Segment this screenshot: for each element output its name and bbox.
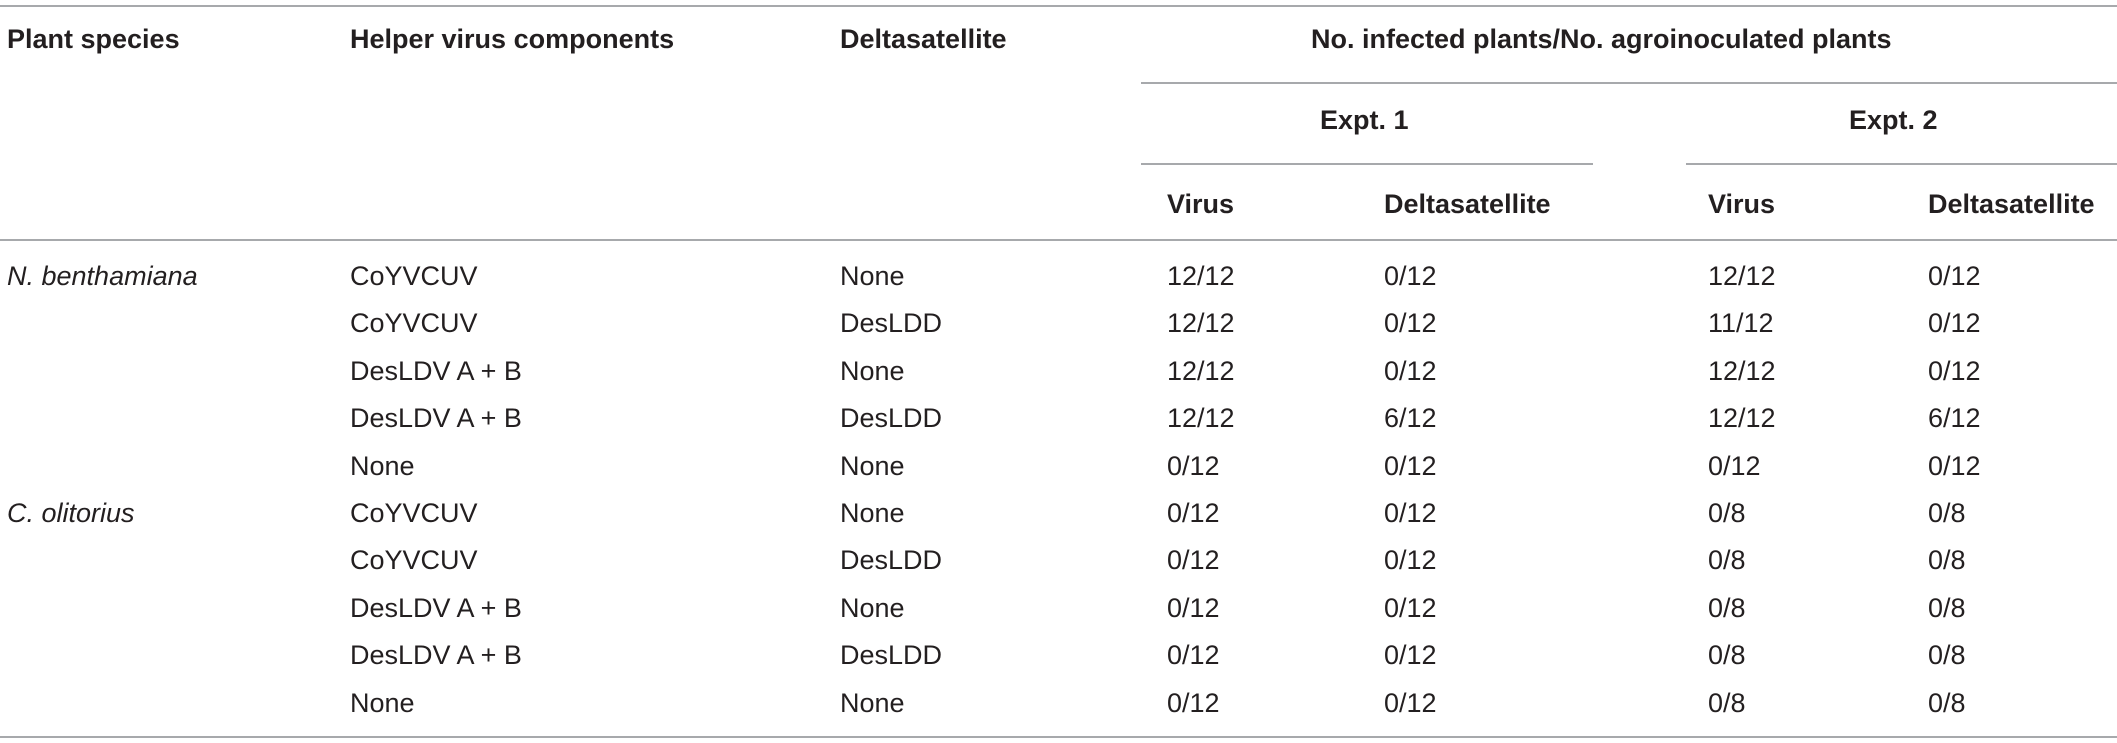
cell-expt1-virus: 0/12 bbox=[1167, 451, 1220, 481]
cell-expt1-virus: 0/12 bbox=[1167, 688, 1220, 718]
cell-expt2-deltasatellite: 0/12 bbox=[1928, 261, 1981, 291]
table-top-rule bbox=[0, 5, 2117, 7]
cell-expt1-virus: 12/12 bbox=[1167, 356, 1235, 386]
cell-expt1-virus: 12/12 bbox=[1167, 308, 1235, 338]
cell-deltasatellite: DesLDD bbox=[840, 308, 943, 338]
header-bottom-rule bbox=[0, 239, 2117, 241]
cell-expt1-deltasatellite: 0/12 bbox=[1384, 261, 1437, 291]
header-expt2-virus: Virus bbox=[1708, 189, 1776, 219]
cell-expt2-virus: 0/8 bbox=[1708, 498, 1746, 528]
cell-deltasatellite: None bbox=[840, 261, 905, 291]
cell-expt2-virus: 0/8 bbox=[1708, 545, 1746, 575]
cell-helper-virus: CoYVCUV bbox=[350, 498, 478, 528]
cell-deltasatellite: None bbox=[840, 356, 905, 386]
header-helper-virus: Helper virus components bbox=[350, 24, 675, 54]
cell-expt1-deltasatellite: 0/12 bbox=[1384, 545, 1437, 575]
cell-expt1-deltasatellite: 0/12 bbox=[1384, 498, 1437, 528]
table-bottom-rule bbox=[0, 736, 2117, 738]
cell-expt2-virus: 0/8 bbox=[1708, 640, 1746, 670]
cell-expt1-virus: 0/12 bbox=[1167, 498, 1220, 528]
cell-deltasatellite: None bbox=[840, 451, 905, 481]
cell-expt2-deltasatellite: 0/8 bbox=[1928, 545, 1966, 575]
cell-expt2-deltasatellite: 0/8 bbox=[1928, 688, 1966, 718]
cell-expt2-virus: 0/12 bbox=[1708, 451, 1761, 481]
cell-expt2-deltasatellite: 6/12 bbox=[1928, 403, 1981, 433]
cell-helper-virus: CoYVCUV bbox=[350, 308, 478, 338]
expt1-span-rule bbox=[1141, 163, 1593, 165]
cell-helper-virus: DesLDV A + B bbox=[350, 640, 522, 670]
header-expt1-deltasatellite: Deltasatellite bbox=[1384, 189, 1551, 219]
cell-deltasatellite: None bbox=[840, 498, 905, 528]
header-deltasatellite: Deltasatellite bbox=[840, 24, 1007, 54]
cell-expt2-virus: 12/12 bbox=[1708, 356, 1776, 386]
header-group-title: No. infected plants/No. agroinoculated p… bbox=[1311, 24, 1892, 54]
cell-helper-virus: None bbox=[350, 451, 415, 481]
cell-deltasatellite: DesLDD bbox=[840, 403, 943, 433]
cell-expt1-deltasatellite: 0/12 bbox=[1384, 451, 1437, 481]
cell-expt1-virus: 0/12 bbox=[1167, 640, 1220, 670]
cell-expt2-deltasatellite: 0/12 bbox=[1928, 356, 1981, 386]
cell-helper-virus: CoYVCUV bbox=[350, 545, 478, 575]
cell-expt1-virus: 12/12 bbox=[1167, 261, 1235, 291]
cell-expt1-deltasatellite: 0/12 bbox=[1384, 308, 1437, 338]
header-expt1-virus: Virus bbox=[1167, 189, 1235, 219]
cell-expt1-deltasatellite: 0/12 bbox=[1384, 688, 1437, 718]
cell-expt2-deltasatellite: 0/8 bbox=[1928, 640, 1966, 670]
cell-deltasatellite: None bbox=[840, 688, 905, 718]
cell-expt1-virus: 0/12 bbox=[1167, 545, 1220, 575]
header-expt2-deltasatellite: Deltasatellite bbox=[1928, 189, 2095, 219]
cell-expt2-virus: 12/12 bbox=[1708, 261, 1776, 291]
cell-helper-virus: CoYVCUV bbox=[350, 261, 478, 291]
cell-expt2-deltasatellite: 0/8 bbox=[1928, 498, 1966, 528]
cell-helper-virus: DesLDV A + B bbox=[350, 356, 522, 386]
header-plant-species: Plant species bbox=[7, 24, 180, 54]
cell-helper-virus: DesLDV A + B bbox=[350, 403, 522, 433]
cell-expt2-virus: 11/12 bbox=[1708, 308, 1774, 338]
cell-expt1-deltasatellite: 0/12 bbox=[1384, 640, 1437, 670]
cell-expt2-virus: 0/8 bbox=[1708, 593, 1746, 623]
cell-expt2-virus: 12/12 bbox=[1708, 403, 1776, 433]
header-expt1: Expt. 1 bbox=[1320, 105, 1409, 135]
cell-deltasatellite: DesLDD bbox=[840, 545, 943, 575]
cell-plant-species: C. olitorius bbox=[7, 498, 135, 528]
cell-plant-species: N. benthamiana bbox=[7, 261, 198, 291]
cell-expt2-virus: 0/8 bbox=[1708, 688, 1746, 718]
cell-helper-virus: DesLDV A + B bbox=[350, 593, 522, 623]
cell-expt2-deltasatellite: 0/12 bbox=[1928, 308, 1981, 338]
expt2-span-rule bbox=[1686, 163, 2117, 165]
cell-expt2-deltasatellite: 0/12 bbox=[1928, 451, 1981, 481]
cell-helper-virus: None bbox=[350, 688, 415, 718]
group-span-rule bbox=[1141, 82, 2117, 84]
cell-expt1-virus: 0/12 bbox=[1167, 593, 1220, 623]
cell-expt1-deltasatellite: 0/12 bbox=[1384, 593, 1437, 623]
header-expt2: Expt. 2 bbox=[1849, 105, 1938, 135]
cell-deltasatellite: None bbox=[840, 593, 905, 623]
cell-expt1-virus: 12/12 bbox=[1167, 403, 1235, 433]
cell-expt2-deltasatellite: 0/8 bbox=[1928, 593, 1966, 623]
cell-expt1-deltasatellite: 0/12 bbox=[1384, 356, 1437, 386]
cell-expt1-deltasatellite: 6/12 bbox=[1384, 403, 1437, 433]
cell-deltasatellite: DesLDD bbox=[840, 640, 943, 670]
